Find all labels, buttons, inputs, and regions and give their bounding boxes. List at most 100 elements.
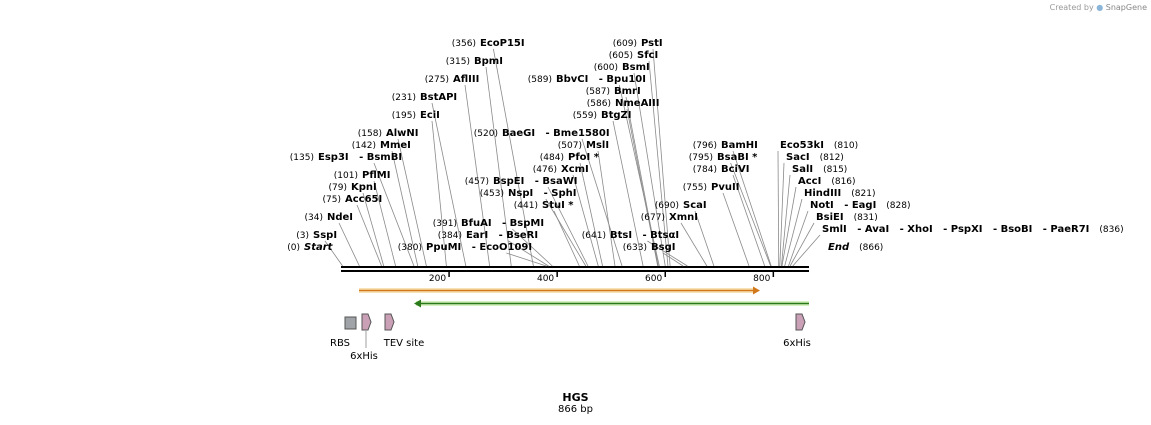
cut-site-line bbox=[356, 204, 382, 267]
enzyme-site-label[interactable]: SfcI bbox=[637, 50, 658, 61]
site-isoschizomers: - EagI bbox=[834, 200, 877, 211]
enzyme-site-label[interactable]: AflIII bbox=[453, 74, 479, 85]
site-position: (520) bbox=[474, 129, 498, 139]
cut-site-line bbox=[579, 162, 603, 267]
enzyme-site-label[interactable]: Esp3I - BsmBI bbox=[318, 152, 402, 163]
enzyme-site-label[interactable]: BfuAI - BspMI bbox=[461, 218, 544, 229]
site-position: (795) bbox=[689, 153, 713, 163]
site-name: BmrI bbox=[614, 86, 641, 97]
enzyme-site-label[interactable]: BsgI bbox=[651, 242, 675, 253]
enzyme-site-label[interactable]: SmlI - AvaI - XhoI - PspXI - BsoBI - Pae… bbox=[822, 224, 1089, 235]
enzyme-site-label[interactable]: AccI bbox=[798, 176, 821, 187]
feature-6xhis-n[interactable]: 6xHis bbox=[350, 313, 378, 362]
enzyme-site-label[interactable]: BamHI bbox=[721, 140, 758, 151]
enzyme-site-label[interactable]: BsiEI bbox=[816, 212, 844, 223]
site-isoschizomers: - BsaWI bbox=[524, 176, 577, 187]
site-name: Acc65I bbox=[345, 194, 382, 205]
enzyme-site-label[interactable]: KpnI bbox=[351, 182, 377, 193]
cut-site-line bbox=[732, 150, 772, 267]
enzyme-site-label[interactable]: BsaBI * bbox=[717, 152, 758, 163]
cut-site-line bbox=[373, 162, 415, 267]
his-tag-arrow-icon bbox=[795, 313, 806, 331]
enzyme-site-label[interactable]: BmrI bbox=[614, 86, 641, 97]
enzyme-site-label[interactable]: NspI - SphI bbox=[508, 188, 576, 199]
cut-site-line bbox=[648, 60, 669, 267]
site-isoschizomers: - AvaI - XhoI - PspXI - BsoBI - PaeR7I bbox=[847, 224, 1090, 235]
enzyme-site-label[interactable]: EcoP15I bbox=[480, 38, 525, 49]
site-isoschizomers: - Bme1580I bbox=[535, 128, 609, 139]
site-name: SfcI bbox=[637, 50, 658, 61]
site-name: BstAPI bbox=[420, 92, 457, 103]
enzyme-site-label[interactable]: MmeI bbox=[380, 140, 411, 151]
enzyme-site-label[interactable]: NdeI bbox=[327, 212, 353, 223]
enzyme-site-label[interactable]: EarI - BseRI bbox=[466, 230, 538, 241]
enzyme-site-label[interactable]: SacI bbox=[786, 152, 810, 163]
enzyme-site-label[interactable]: BspEI - BsaWI bbox=[493, 176, 577, 187]
enzyme-site-label[interactable]: EciI bbox=[420, 110, 440, 121]
enzyme-site-label[interactable]: ScaI bbox=[683, 200, 707, 211]
site-name: PstI bbox=[641, 38, 663, 49]
feature-6xhis-c[interactable]: 6xHis bbox=[783, 313, 811, 349]
cut-site-line bbox=[680, 222, 708, 267]
enzyme-site-label[interactable]: StuI * bbox=[542, 200, 574, 211]
enzyme-site-label[interactable]: BsmI bbox=[622, 62, 650, 73]
enzyme-site-label[interactable]: PstI bbox=[641, 38, 663, 49]
enzyme-site-label[interactable]: BpmI bbox=[474, 56, 503, 67]
orf-forward[interactable] bbox=[359, 286, 760, 295]
site-name: BsaBI * bbox=[717, 152, 758, 163]
cut-site-line bbox=[652, 48, 671, 267]
site-name: PflMI bbox=[362, 170, 390, 181]
tev-site-arrow-icon bbox=[384, 313, 395, 331]
enzyme-site-label[interactable]: SalI bbox=[792, 164, 813, 175]
enzyme-site-label[interactable]: Start bbox=[304, 242, 334, 253]
enzyme-site-label[interactable]: NotI - EagI bbox=[810, 200, 876, 211]
site-name: Eco53kI bbox=[780, 140, 824, 151]
site-name: EciI bbox=[420, 110, 440, 121]
enzyme-site-label[interactable]: XcmI bbox=[561, 164, 589, 175]
cut-site-line bbox=[618, 84, 660, 267]
enzyme-site-label[interactable]: PflMI bbox=[362, 170, 390, 181]
site-position: (821) bbox=[851, 189, 875, 199]
cut-site-line bbox=[792, 234, 821, 267]
cut-site-line bbox=[781, 186, 797, 267]
sequence-length: 866 bp bbox=[558, 404, 593, 415]
enzyme-site-label[interactable]: BtgZI bbox=[601, 110, 632, 121]
enzyme-site-label[interactable]: BaeGI - Bme1580I bbox=[502, 128, 610, 139]
enzyme-site-label[interactable]: PfoI * bbox=[568, 152, 600, 163]
site-position: (587) bbox=[586, 87, 610, 97]
cut-site-line bbox=[612, 120, 644, 267]
site-isoschizomers: - SphI bbox=[533, 188, 576, 199]
enzyme-site-label[interactable]: SspI bbox=[313, 230, 337, 241]
site-isoschizomers: - Bpu10I bbox=[588, 74, 646, 85]
enzyme-site-label[interactable]: PvuII bbox=[711, 182, 739, 193]
site-name: End bbox=[828, 242, 850, 253]
site-position: (441) bbox=[514, 201, 538, 211]
site-isoschizomers: - BtsαI bbox=[632, 230, 679, 241]
enzyme-site-label[interactable]: End bbox=[828, 242, 850, 253]
enzyme-site-label[interactable]: MslI bbox=[586, 140, 609, 151]
enzyme-site-label[interactable]: BstAPI bbox=[420, 92, 457, 103]
enzyme-site-label[interactable]: NmeAIII bbox=[615, 98, 659, 109]
enzyme-site-label[interactable]: AlwNI bbox=[386, 128, 419, 139]
enzyme-site-label[interactable]: BciVI bbox=[721, 164, 749, 175]
site-position: (34) bbox=[305, 213, 323, 223]
orf-reverse[interactable] bbox=[414, 299, 809, 308]
site-name: MslI bbox=[586, 140, 609, 151]
enzyme-site-label[interactable]: BtsI - BtsαI bbox=[610, 230, 679, 241]
enzyme-site-label[interactable]: Acc65I bbox=[345, 194, 382, 205]
site-name: AccI bbox=[798, 176, 821, 187]
credit-brand: SnapGene bbox=[1105, 3, 1147, 12]
enzyme-site-label[interactable]: PpuMI - EcoO109I bbox=[426, 242, 532, 253]
feature-label-tev-site: TEV site bbox=[383, 338, 425, 349]
cut-site-line bbox=[485, 66, 512, 267]
cut-site-line bbox=[512, 228, 553, 267]
cut-site-line bbox=[373, 180, 396, 267]
feature-tev-site[interactable]: TEV site bbox=[383, 313, 425, 349]
cut-site-line bbox=[662, 252, 684, 267]
enzyme-site-label[interactable]: Eco53kI bbox=[780, 140, 824, 151]
enzyme-site-label[interactable]: BbvCI - Bpu10I bbox=[556, 74, 646, 85]
cut-site-line bbox=[789, 222, 815, 267]
enzyme-site-label[interactable]: XmnI bbox=[669, 212, 698, 223]
feature-rbs[interactable]: RBS bbox=[330, 316, 357, 349]
enzyme-site-label[interactable]: HindIII bbox=[804, 188, 841, 199]
